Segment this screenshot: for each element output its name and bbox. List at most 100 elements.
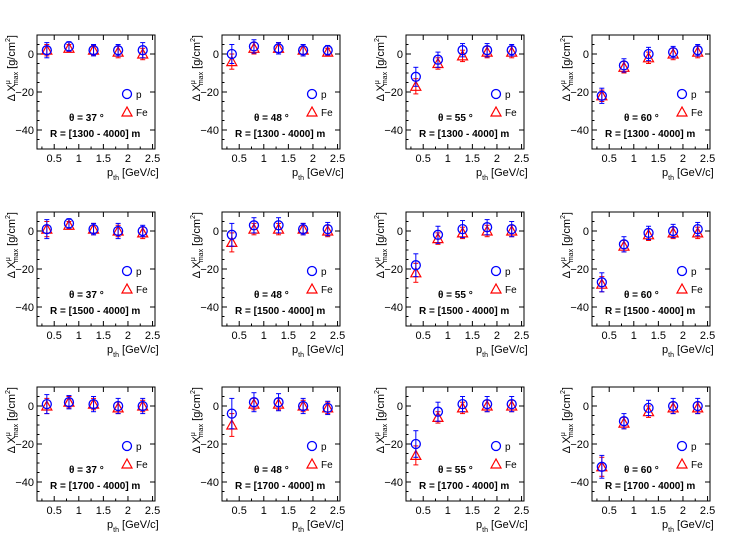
panel-4: 0.5 1 1.5 2 2.5 0 −20 −40 p Fe θ = 60 ° R = [1300 -… [560, 34, 715, 182]
legend-fe-marker [489, 105, 503, 117]
y-axis-title: Δ Xμmax [g/cm2] [560, 212, 575, 278]
legend-fe-label: Fe [136, 285, 148, 296]
x-tick-label: 2 [125, 153, 131, 165]
y-tick-label: −20 [200, 439, 219, 451]
y-axis-title-prefix: Δ X [6, 436, 18, 454]
y-axis-title-prefix: Δ X [191, 436, 203, 454]
y-axis-title-unit-end: ] [375, 35, 387, 38]
y-axis-title-sub: max [198, 248, 205, 262]
x-axis-title-main: p [662, 344, 668, 356]
x-axis-title-main: p [662, 167, 668, 179]
y-tick-label: −20 [15, 264, 34, 276]
y-axis-title-unit: [g/cm [191, 42, 203, 72]
x-tick-label: 2.5 [330, 153, 345, 165]
p-point [506, 45, 517, 56]
x-axis-title: pth [GeV/c] [107, 519, 159, 533]
x-tick-label: 0.5 [416, 505, 431, 517]
y-tick-label: −40 [570, 302, 589, 314]
y-axis-title-prefix: Δ X [6, 261, 18, 279]
radius-annotation: R = [1500 - 4000] m [605, 306, 695, 317]
y-axis-title-unit-end: ] [6, 387, 18, 390]
radius-annotation: R = [1500 - 4000] m [50, 306, 140, 317]
y-axis-title-prefix: Δ X [561, 436, 573, 454]
y-axis-title-sub: max [382, 71, 389, 85]
y-axis-title-sup: μ [190, 257, 197, 261]
x-axis-title-sub: th [482, 527, 488, 533]
y-tick-label: 0 [28, 49, 34, 61]
y-tick-label: 0 [397, 401, 403, 413]
legend-fe-label: Fe [505, 460, 517, 471]
x-tick-label: 1 [76, 505, 82, 517]
y-tick-label: 0 [28, 226, 34, 238]
y-axis-title-unit-sup: 2 [5, 390, 12, 394]
legend-fe-label: Fe [321, 108, 333, 119]
x-axis-title-sub: th [482, 175, 488, 182]
y-axis-title-prefix: Δ X [375, 84, 387, 102]
x-tick-label: 2.5 [514, 330, 529, 342]
y-axis-title-sup: μ [374, 257, 381, 261]
p-point [410, 260, 421, 271]
p-point [410, 71, 421, 82]
legend-fe-label: Fe [691, 285, 703, 296]
p-point [137, 225, 148, 237]
y-axis-title-unit-end: ] [375, 212, 387, 215]
y-axis-title-unit: [g/cm [6, 394, 18, 424]
y-axis-title-sub: max [568, 71, 575, 85]
y-axis-title-unit-sup: 2 [374, 215, 381, 219]
angle-annotation: θ = 60 ° [624, 290, 659, 301]
y-axis-title-prefix: Δ X [191, 261, 203, 279]
legend-p-label: p [505, 90, 511, 101]
p-point [226, 48, 237, 60]
legend-p-label: p [321, 90, 327, 101]
legend-fe-label: Fe [691, 460, 703, 471]
x-axis-title: pth [GeV/c] [292, 519, 344, 533]
y-axis-title-unit-sup: 2 [5, 215, 12, 219]
p-point [596, 90, 607, 101]
x-tick-label: 1.5 [651, 153, 666, 165]
x-tick-label: 2.5 [700, 505, 715, 517]
p-point [692, 45, 703, 56]
y-axis-title-prefix: Δ X [561, 84, 573, 102]
legend-p-marker [676, 440, 688, 452]
p-point [643, 227, 654, 239]
radius-annotation: R = [1700 - 4000] m [235, 481, 325, 492]
legend-p-label: p [321, 267, 327, 278]
y-axis-title-unit: [g/cm [375, 219, 387, 249]
radius-annotation: R = [1300 - 4000] m [605, 129, 695, 140]
angle-annotation: θ = 60 ° [624, 113, 659, 124]
y-axis-title-sup: μ [5, 432, 12, 436]
legend-p-marker [121, 88, 133, 100]
y-axis-title-unit-sup: 2 [190, 390, 197, 394]
y-axis-title-unit: [g/cm [561, 42, 573, 72]
legend-p-marker [306, 265, 318, 277]
y-tick-label: −40 [384, 477, 403, 489]
y-axis-title: Δ Xμmax [g/cm2] [5, 387, 20, 453]
y-axis-title-unit-sup: 2 [190, 215, 197, 219]
y-axis-title-sub: max [382, 248, 389, 262]
x-axis-title: pth [GeV/c] [476, 167, 528, 182]
fe-point [456, 49, 469, 61]
x-tick-label: 2.5 [145, 330, 160, 342]
x-tick-label: 0.5 [232, 505, 247, 517]
p-point [457, 223, 468, 235]
y-axis-title: Δ Xμmax [g/cm2] [374, 387, 389, 453]
legend-p-label: p [505, 442, 511, 453]
x-tick-label: 2.5 [514, 505, 529, 517]
radius-annotation: R = [1700 - 4000] m [50, 481, 140, 492]
panel-12: 0.5 1 1.5 2 2.5 0 −20 −40 p Fe θ = 60 ° R = [1700 -… [560, 386, 715, 533]
angle-annotation: θ = 37 ° [69, 113, 104, 124]
p-point [297, 223, 309, 235]
legend-p-label: p [136, 442, 142, 453]
p-point [692, 400, 703, 412]
y-axis-title-prefix: Δ X [375, 436, 387, 454]
y-axis-title: Δ Xμmax [g/cm2] [190, 387, 205, 453]
x-axis-title-sub: th [668, 352, 674, 359]
p-point [506, 223, 517, 235]
x-tick-label: 0.5 [416, 330, 431, 342]
p-point [432, 406, 444, 417]
radius-annotation: R = [1300 - 4000] m [419, 129, 509, 140]
y-axis-title-sup: μ [374, 432, 381, 436]
y-axis-title-unit: [g/cm [375, 394, 387, 424]
y-axis-title-sub: max [198, 71, 205, 85]
panel-9: 0.5 1 1.5 2 2.5 0 −20 −40 p Fe θ = 37 ° R = [1700 -… [5, 386, 160, 533]
